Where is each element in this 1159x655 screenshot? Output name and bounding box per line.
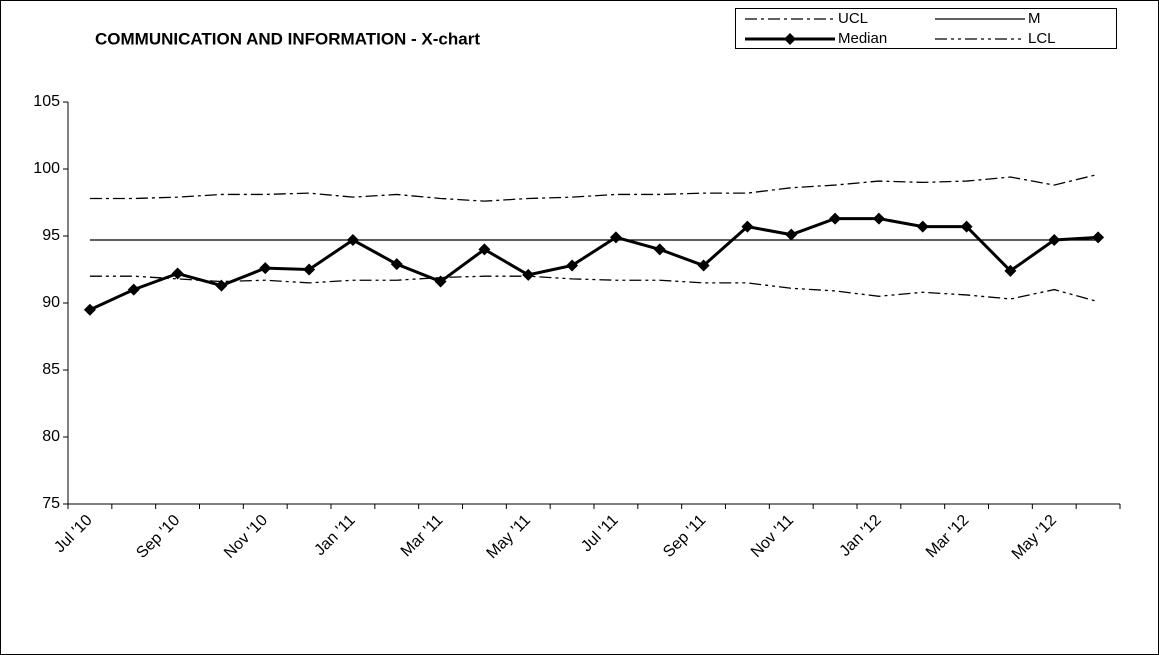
legend-label: UCL <box>838 10 868 27</box>
data-point <box>566 259 579 272</box>
data-point <box>303 263 316 276</box>
chart-title: COMMUNICATION AND INFORMATION - X-chart <box>95 29 480 48</box>
data-point <box>346 234 359 247</box>
data-point <box>697 259 710 272</box>
y-tick-label: 80 <box>42 428 60 445</box>
y-tick-label: 75 <box>42 495 60 512</box>
data-point <box>741 220 754 233</box>
data-point <box>872 212 885 225</box>
series-line <box>89 217 1099 312</box>
y-tick-label: 85 <box>42 361 60 378</box>
y-tick-label: 90 <box>42 294 60 311</box>
data-point <box>829 212 842 225</box>
y-tick-label: 95 <box>42 227 60 244</box>
data-point <box>916 220 929 233</box>
data-point <box>522 268 535 281</box>
y-tick-label: 100 <box>33 160 60 177</box>
legend-label: LCL <box>1028 30 1056 47</box>
series-line <box>89 275 1099 303</box>
data-point <box>1092 231 1105 244</box>
data-point <box>1004 264 1017 277</box>
legend-box <box>735 8 1117 49</box>
data-point <box>478 243 491 256</box>
data-point <box>785 228 798 241</box>
data-point <box>960 220 973 233</box>
legend-marker <box>784 33 796 45</box>
data-point <box>171 267 184 280</box>
data-point <box>653 243 666 256</box>
series-line <box>89 173 1099 202</box>
data-point <box>434 275 447 288</box>
data-point <box>127 283 140 296</box>
legend-label: M <box>1028 10 1041 27</box>
data-point <box>259 262 272 275</box>
data-point <box>83 303 96 316</box>
legend-label: Median <box>838 30 887 47</box>
data-point <box>609 231 622 244</box>
data-point <box>390 258 403 271</box>
data-point <box>215 279 228 292</box>
data-point <box>1048 234 1061 247</box>
y-tick-label: 105 <box>33 93 60 110</box>
